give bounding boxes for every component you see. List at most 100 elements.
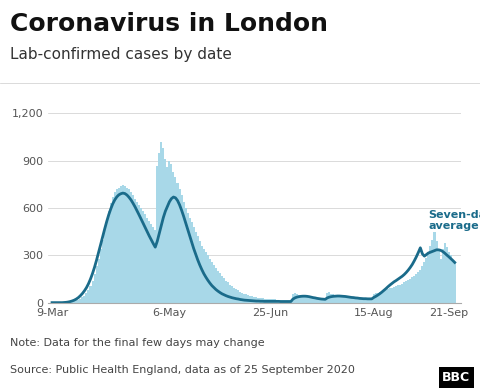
Bar [84, 296, 85, 303]
Bar [69, 302, 71, 303]
Bar [381, 292, 383, 303]
Bar [409, 279, 411, 303]
Bar [379, 293, 381, 303]
Bar [249, 296, 252, 303]
Bar [195, 232, 197, 303]
Bar [448, 252, 450, 303]
Bar [335, 295, 336, 303]
Bar [270, 299, 272, 303]
Bar [395, 286, 397, 303]
Bar [371, 299, 373, 303]
Bar [182, 202, 185, 303]
Bar [174, 177, 177, 303]
Bar [253, 297, 255, 303]
Bar [132, 196, 134, 303]
Bar [160, 142, 162, 303]
Bar [170, 164, 172, 303]
Bar [82, 298, 84, 303]
Bar [167, 167, 168, 303]
Bar [413, 276, 415, 303]
Bar [118, 187, 120, 303]
Bar [405, 281, 407, 303]
Bar [126, 187, 128, 303]
Bar [243, 294, 245, 303]
Bar [445, 248, 448, 303]
Bar [185, 208, 187, 303]
Bar [389, 288, 391, 303]
Bar [162, 148, 164, 303]
Bar [350, 298, 352, 303]
Bar [130, 192, 132, 303]
Bar [235, 289, 237, 303]
Bar [221, 276, 223, 303]
Bar [435, 241, 438, 303]
Bar [440, 258, 442, 303]
Bar [403, 282, 405, 303]
Text: Source: Public Health England, data as of 25 September 2020: Source: Public Health England, data as o… [10, 365, 354, 375]
Bar [257, 298, 260, 303]
Bar [262, 298, 264, 303]
Bar [211, 262, 213, 303]
Bar [73, 301, 75, 303]
Bar [65, 302, 67, 303]
Bar [158, 153, 160, 303]
Bar [399, 284, 401, 303]
Bar [92, 281, 94, 303]
Bar [348, 298, 350, 303]
Bar [108, 211, 110, 303]
Bar [454, 263, 456, 303]
Bar [71, 301, 73, 303]
Bar [385, 290, 387, 303]
Bar [128, 189, 130, 303]
Bar [359, 298, 360, 303]
Bar [187, 213, 189, 303]
Bar [294, 293, 296, 303]
Bar [207, 255, 209, 303]
Bar [320, 299, 322, 303]
Bar [282, 300, 284, 303]
Bar [67, 302, 69, 303]
Bar [87, 290, 89, 303]
Bar [387, 289, 389, 303]
Bar [438, 251, 440, 303]
Bar [189, 218, 191, 303]
Bar [425, 258, 427, 303]
Bar [172, 172, 174, 303]
Bar [179, 189, 180, 303]
Bar [369, 299, 371, 303]
Bar [164, 159, 167, 303]
Bar [420, 270, 421, 303]
Bar [365, 299, 367, 303]
Bar [245, 294, 247, 303]
Bar [177, 183, 179, 303]
Bar [85, 293, 87, 303]
Bar [308, 298, 310, 303]
Bar [427, 252, 430, 303]
Bar [102, 239, 104, 303]
Bar [284, 300, 286, 303]
Bar [314, 298, 316, 303]
Bar [112, 197, 114, 303]
Bar [106, 221, 108, 303]
Bar [288, 300, 290, 303]
Bar [100, 249, 102, 303]
Bar [340, 296, 342, 303]
Bar [239, 292, 241, 303]
Bar [430, 246, 432, 303]
Bar [304, 297, 306, 303]
Bar [264, 298, 265, 303]
Bar [373, 294, 375, 303]
Bar [298, 295, 300, 303]
Bar [233, 288, 235, 303]
Bar [96, 267, 97, 303]
Bar [138, 205, 140, 303]
Bar [306, 297, 308, 303]
Bar [322, 299, 324, 303]
Bar [442, 249, 444, 303]
Bar [201, 246, 203, 303]
Bar [223, 278, 225, 303]
Bar [122, 185, 124, 303]
Bar [367, 299, 369, 303]
Bar [375, 293, 377, 303]
Bar [252, 296, 253, 303]
